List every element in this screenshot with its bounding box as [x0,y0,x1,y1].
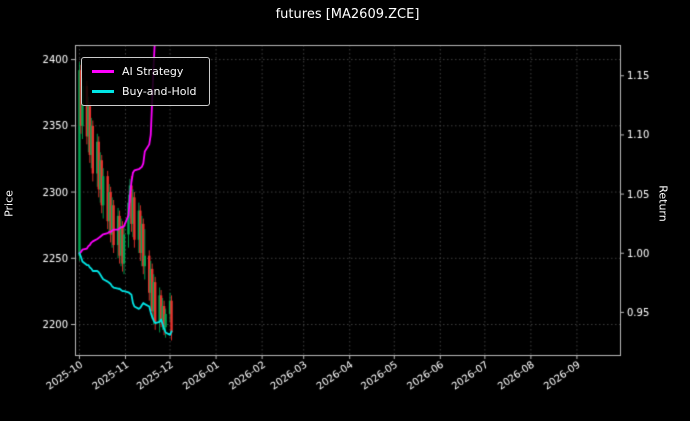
legend: AI Strategy Buy-and-Hold [81,57,210,106]
legend-label: Buy-and-Hold [122,85,197,98]
chart-title: futures [MA2609.ZCE] [275,7,420,22]
return-axis-label: Return [656,185,670,222]
price-axis-label: Price [2,190,16,217]
buy-and-hold-line-swatch [92,90,114,93]
legend-item-buy-and-hold: Buy-and-Hold [92,85,197,98]
legend-label: AI Strategy [122,65,184,78]
legend-item-ai-strategy: AI Strategy [92,65,197,78]
ai-strategy-line-swatch [92,70,114,73]
